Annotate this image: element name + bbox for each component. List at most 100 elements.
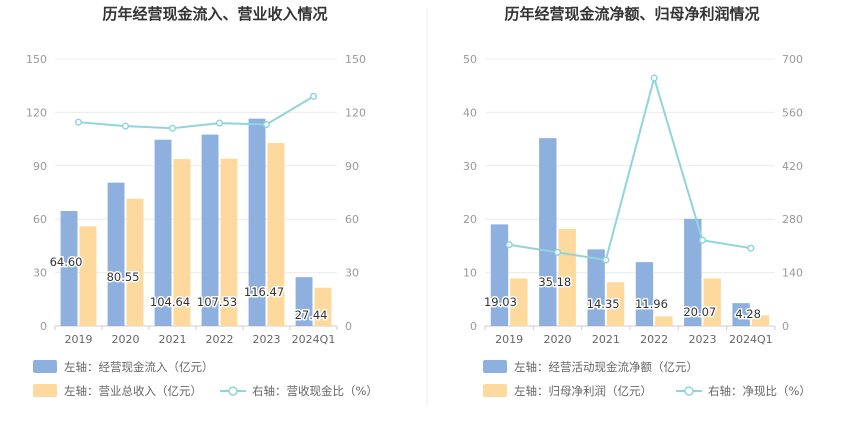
right-axis-tick: 120 [345,106,366,119]
bar-primary [60,211,78,326]
left-axis-tick: 90 [33,160,47,173]
left-axis-tick: 50 [463,53,477,66]
ratio-line [78,95,315,130]
bar-secondary [703,278,721,326]
x-axis-label: 2021 [159,333,187,346]
bar-primary [732,303,750,326]
ratio-point [650,74,658,82]
legend-swatch-line-marker [684,386,694,396]
bar-secondary [751,315,770,326]
legend-swatch-secondary [33,384,57,397]
right-axis-tick: 150 [345,53,366,66]
x-axis-label: 2019 [65,333,93,346]
ratio-point [74,118,83,126]
bar-value-label: 4.28 [735,307,761,321]
ratio-point [168,124,177,132]
x-axis-label: 2020 [544,333,572,346]
right-axis-tick: 560 [782,106,803,119]
bar-value-label: 116.47 [244,285,284,299]
chart-cashflow-revenue: 历年经营现金流入、营业收入情况 0 0 30 30 60 60 90 90 120 120 150 15… [26,5,378,398]
legend-swatch-line-marker [228,386,238,396]
bar-primary [154,139,172,326]
x-axis-label: 2023 [253,333,281,346]
legend-label-line: 右轴：净现比（%） [708,384,811,398]
legend-label-primary: 左轴：经营现金流入（亿元） [64,360,214,374]
bar-secondary [314,287,332,326]
ratio-point [505,241,513,249]
ratio-point [309,92,318,100]
right-axis-tick: 0 [345,320,352,333]
bar-value-label: 64.60 [50,255,83,269]
x-axis-label: 2022 [640,333,668,346]
bar-secondary [173,159,191,326]
left-axis-tick: 30 [463,160,477,173]
bar-secondary [220,158,238,326]
bar-secondary [79,226,97,326]
right-axis-tick: 700 [782,53,803,66]
legend-label-secondary: 左轴：归母净利润（亿元） [514,384,652,398]
right-axis-tick: 90 [345,160,359,173]
legend-label-primary: 左轴：经营活动现金流净额（亿元） [514,360,698,374]
legend-swatch-primary [33,360,57,373]
right-axis-tick: 60 [345,213,359,226]
ratio-point [262,120,271,129]
bar-primary [490,224,509,326]
bar-secondary [126,198,144,326]
ratio-point [747,244,755,252]
x-axis-label: 2023 [689,333,717,346]
bar-value-label: 107.53 [197,295,237,309]
legend-label-secondary: 左轴：营业总收入（亿元） [64,384,202,398]
bar-primary [684,218,702,326]
x-axis-label: 2022 [206,333,234,346]
legend-label-line: 右轴：营收现金比（%） [252,384,378,398]
right-axis-tick: 30 [345,267,359,280]
bar-value-label: 19.03 [484,295,517,309]
left-axis-tick: 120 [26,106,47,119]
left-axis-tick: 60 [33,213,47,226]
left-axis-tick: 10 [463,267,477,280]
x-axis-label: 2019 [495,333,523,346]
bar-primary [587,249,605,326]
bar-value-label: 80.55 [107,270,140,284]
bar-primary [635,262,654,326]
bar-primary [107,182,125,326]
left-axis-tick: 0 [470,320,477,333]
bar-primary [295,277,313,326]
chart-title: 历年经营现金流入、营业收入情况 [102,5,327,23]
bar-secondary [655,316,673,326]
legend-swatch-primary [483,360,507,373]
legend-swatch-secondary [483,384,507,397]
chart-title: 历年经营现金流净额、归母净利润情况 [504,5,759,23]
bar-primary [201,134,219,326]
bar-value-label: 35.18 [538,275,571,289]
right-axis-tick: 420 [782,160,803,173]
left-axis-tick: 0 [40,320,47,333]
bar-secondary [267,143,285,326]
chart-netcash-profit: 历年经营现金流净额、归母净利润情况 0 0 10 140 20 280 30 420 40 560 5… [463,5,811,398]
bar-primary [539,138,557,326]
ratio-point [698,236,707,244]
ratio-point [602,256,610,264]
bar-value-label: 14.35 [587,297,620,311]
right-axis-tick: 0 [782,320,789,333]
bar-value-label: 20.07 [683,305,716,319]
ratio-point [215,119,224,127]
bar-primary [248,118,266,326]
x-axis-label: 2024Q1 [292,333,336,346]
bar-value-label: 104.64 [150,295,190,309]
x-axis-label: 2024Q1 [729,333,773,346]
right-axis-tick: 280 [782,213,803,226]
left-axis-tick: 30 [33,267,47,280]
bar-secondary [606,282,625,326]
right-axis-tick: 140 [782,267,803,280]
ratio-line [509,74,751,262]
bar-value-label: 27.44 [295,308,328,322]
left-axis-tick: 20 [463,213,477,226]
ratio-point [553,248,562,256]
left-axis-tick: 150 [26,53,47,66]
x-axis-label: 2020 [112,333,140,346]
bar-value-label: 11.96 [635,297,668,311]
bar-secondary [510,278,528,326]
